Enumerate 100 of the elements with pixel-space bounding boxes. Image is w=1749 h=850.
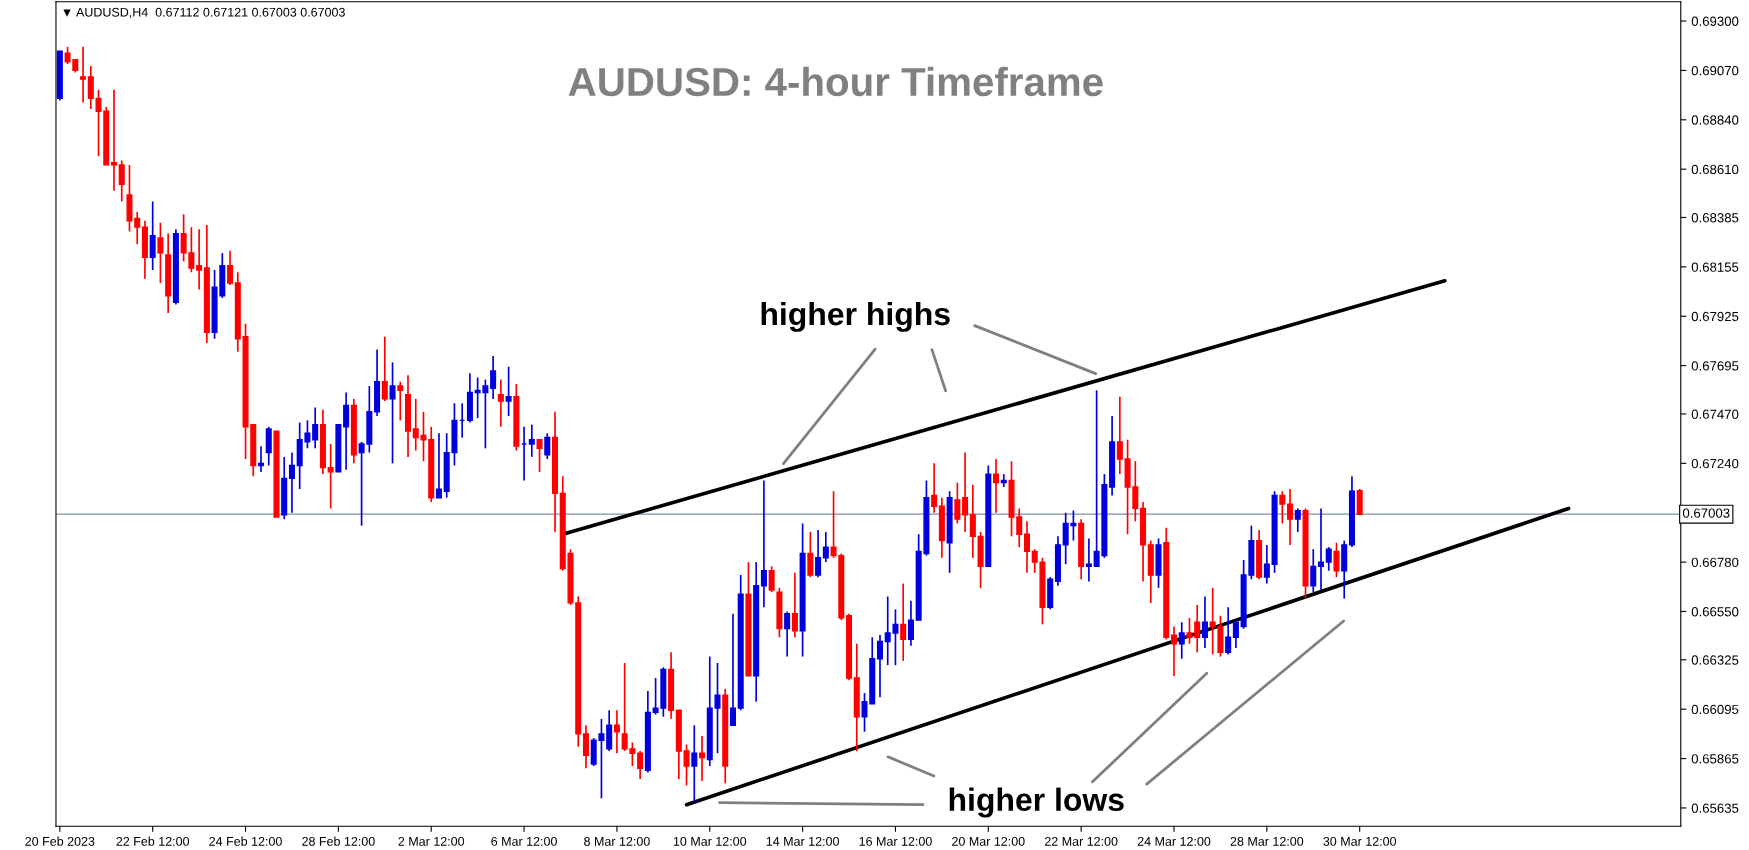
candlestick bbox=[784, 610, 791, 658]
candlestick bbox=[962, 451, 969, 533]
candlestick bbox=[80, 45, 87, 104]
candlestick bbox=[931, 462, 938, 514]
candlestick bbox=[265, 425, 272, 467]
x-tick-label: 24 Feb 12:00 bbox=[209, 836, 282, 846]
candlestick bbox=[1356, 488, 1363, 516]
candlestick bbox=[954, 481, 961, 525]
candlestick bbox=[227, 249, 234, 286]
y-tick-label: 0.66325 bbox=[1691, 655, 1739, 665]
y-tick-label: 0.68610 bbox=[1691, 164, 1739, 175]
y-tick-label: 0.66095 bbox=[1691, 704, 1739, 715]
candlestick bbox=[343, 391, 350, 471]
candlestick bbox=[505, 365, 512, 417]
text: AUDUSD: 4-hour Timeframe bbox=[568, 66, 1103, 97]
candlestick bbox=[699, 735, 706, 782]
candlestick bbox=[1325, 546, 1332, 572]
x-tick-label: 2 Mar 12:00 bbox=[398, 836, 465, 846]
x-tick-label: 16 Mar 12:00 bbox=[859, 836, 932, 846]
candlestick bbox=[822, 531, 829, 563]
candlestick bbox=[606, 709, 613, 752]
candlestick bbox=[118, 159, 125, 203]
y-tick-label: 0.68840 bbox=[1691, 115, 1739, 125]
x-tick-label: 28 Feb 12:00 bbox=[302, 836, 375, 846]
y-tick-label: 0.65865 bbox=[1691, 754, 1739, 764]
candlestick bbox=[544, 432, 551, 460]
x-tick-label: 20 Feb 2023 bbox=[25, 836, 95, 846]
candlestick bbox=[691, 724, 698, 804]
candlestick bbox=[1310, 548, 1317, 593]
candlestick bbox=[1178, 621, 1185, 660]
x-tick-label: 8 Mar 12:00 bbox=[584, 836, 650, 846]
x-tick-label: 22 Mar 12:00 bbox=[1044, 836, 1118, 846]
candlestick bbox=[637, 750, 644, 780]
candlestick bbox=[815, 529, 822, 578]
x-tick-label: 14 Mar 12:00 bbox=[766, 836, 839, 846]
x-tick-label: 10 Mar 12:00 bbox=[673, 836, 747, 846]
candlestick bbox=[1287, 488, 1294, 546]
candlestick bbox=[907, 599, 914, 647]
candlestick bbox=[397, 380, 404, 422]
annotation: higher lows bbox=[949, 787, 1124, 818]
y-tick-label: 0.67470 bbox=[1691, 409, 1739, 419]
x-tick-label: 30 Mar 12:00 bbox=[1323, 836, 1397, 846]
candlestick bbox=[389, 361, 396, 465]
candlestick bbox=[1000, 473, 1007, 488]
candlestick bbox=[1225, 606, 1232, 656]
x-tick-label: 20 Mar 12:00 bbox=[952, 836, 1025, 846]
candlestick bbox=[807, 531, 814, 578]
candlestick bbox=[490, 355, 497, 400]
candlestick bbox=[87, 65, 94, 110]
candlestick bbox=[528, 423, 535, 458]
x-tick-label: 24 Mar 12:00 bbox=[1137, 836, 1211, 846]
candlestick bbox=[110, 88, 118, 192]
candlestick bbox=[1201, 595, 1208, 649]
candlestick bbox=[993, 458, 1000, 514]
y-tick-label: 0.68155 bbox=[1691, 262, 1739, 272]
candlestick bbox=[381, 335, 388, 402]
candlestick bbox=[288, 451, 295, 514]
ref-line-label: 0.67003 bbox=[1682, 508, 1730, 518]
candlestick bbox=[1186, 617, 1193, 645]
y-tick-label: 0.67695 bbox=[1691, 361, 1739, 371]
y-tick-label: 0.68385 bbox=[1691, 213, 1739, 223]
y-tick-label: 0.65635 bbox=[1691, 803, 1739, 813]
y-tick-label: 0.67925 bbox=[1691, 311, 1739, 322]
candlestick bbox=[760, 479, 767, 609]
candlestick bbox=[613, 709, 620, 755]
candlestick bbox=[1263, 544, 1270, 585]
candlestick bbox=[582, 724, 589, 770]
y-tick-label: 0.67240 bbox=[1691, 458, 1739, 469]
candlestick bbox=[683, 743, 690, 787]
candlestick bbox=[900, 582, 907, 662]
y-tick-label: 0.66550 bbox=[1691, 607, 1739, 617]
candlestick bbox=[536, 438, 543, 473]
candlestick bbox=[1085, 537, 1092, 583]
x-tick-label: 22 Feb 12:00 bbox=[116, 836, 190, 846]
candlestick bbox=[327, 443, 334, 510]
x-tick-label: 28 Mar 12:00 bbox=[1230, 836, 1304, 846]
candlestick bbox=[1333, 541, 1340, 578]
candlestick bbox=[134, 211, 141, 246]
y-tick-label: 0.69070 bbox=[1691, 65, 1739, 76]
x-tick-label: 6 Mar 12:00 bbox=[491, 836, 557, 846]
candlestick bbox=[1116, 395, 1123, 475]
candlestick bbox=[876, 634, 884, 699]
candlestick bbox=[1279, 490, 1286, 525]
candlestick bbox=[791, 572, 798, 639]
candlestick bbox=[149, 200, 156, 271]
candlestick bbox=[1170, 625, 1178, 677]
candlestick bbox=[196, 228, 203, 291]
candlestick bbox=[497, 378, 504, 428]
y-tick-label: 0.69300 bbox=[1691, 16, 1739, 26]
candlestick bbox=[1232, 619, 1239, 649]
candlestick bbox=[312, 406, 319, 450]
candlestick bbox=[1294, 507, 1301, 533]
candlestick bbox=[729, 612, 736, 727]
candlestick bbox=[1023, 520, 1031, 574]
candlestick bbox=[435, 432, 442, 499]
candlestick bbox=[257, 445, 265, 473]
annotation: ▼ AUDUSD,H4 0.67112 0.67121 0.67003 0.67003 bbox=[63, 7, 345, 19]
y-tick-label: 0.66780 bbox=[1691, 557, 1739, 568]
candlestick bbox=[969, 483, 976, 559]
annotation: higher highs bbox=[761, 301, 950, 332]
